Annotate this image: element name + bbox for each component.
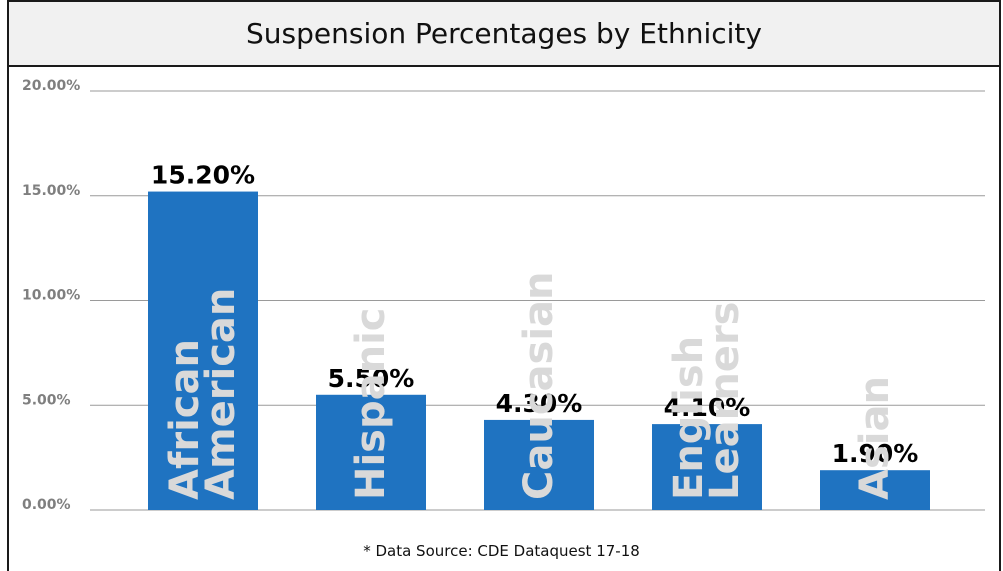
y-tick-label: 5.00% bbox=[22, 392, 71, 408]
y-tick-label: 0.00% bbox=[22, 497, 71, 513]
bar bbox=[148, 191, 258, 510]
y-tick-label: 20.00% bbox=[22, 78, 80, 94]
category-label: Caucasian bbox=[516, 271, 562, 500]
data-label: 4.30% bbox=[496, 389, 583, 418]
bar bbox=[316, 394, 426, 510]
category-label: Asian bbox=[852, 376, 898, 500]
data-source-note: * Data Source: CDE Dataquest 17-18 bbox=[363, 542, 640, 560]
bar bbox=[652, 424, 762, 510]
category-label: Learners bbox=[702, 302, 748, 500]
title-band: Suspension Percentages by Ethnicity bbox=[7, 0, 1001, 67]
data-label: 4.10% bbox=[664, 393, 751, 422]
category-label: Hispanic bbox=[348, 307, 394, 500]
data-label: 1.90% bbox=[832, 439, 919, 468]
chart-frame bbox=[7, 0, 1001, 571]
data-label: 5.50% bbox=[328, 364, 415, 393]
category-label: African bbox=[162, 339, 208, 500]
y-tick-label: 10.00% bbox=[22, 288, 80, 304]
y-tick-label: 15.00% bbox=[22, 183, 80, 199]
data-label: 15.20% bbox=[151, 161, 255, 190]
chart-title: Suspension Percentages by Ethnicity bbox=[246, 17, 762, 50]
category-label: American bbox=[198, 288, 244, 500]
category-label: English bbox=[666, 336, 712, 500]
bar bbox=[484, 419, 594, 510]
bar bbox=[820, 470, 930, 510]
